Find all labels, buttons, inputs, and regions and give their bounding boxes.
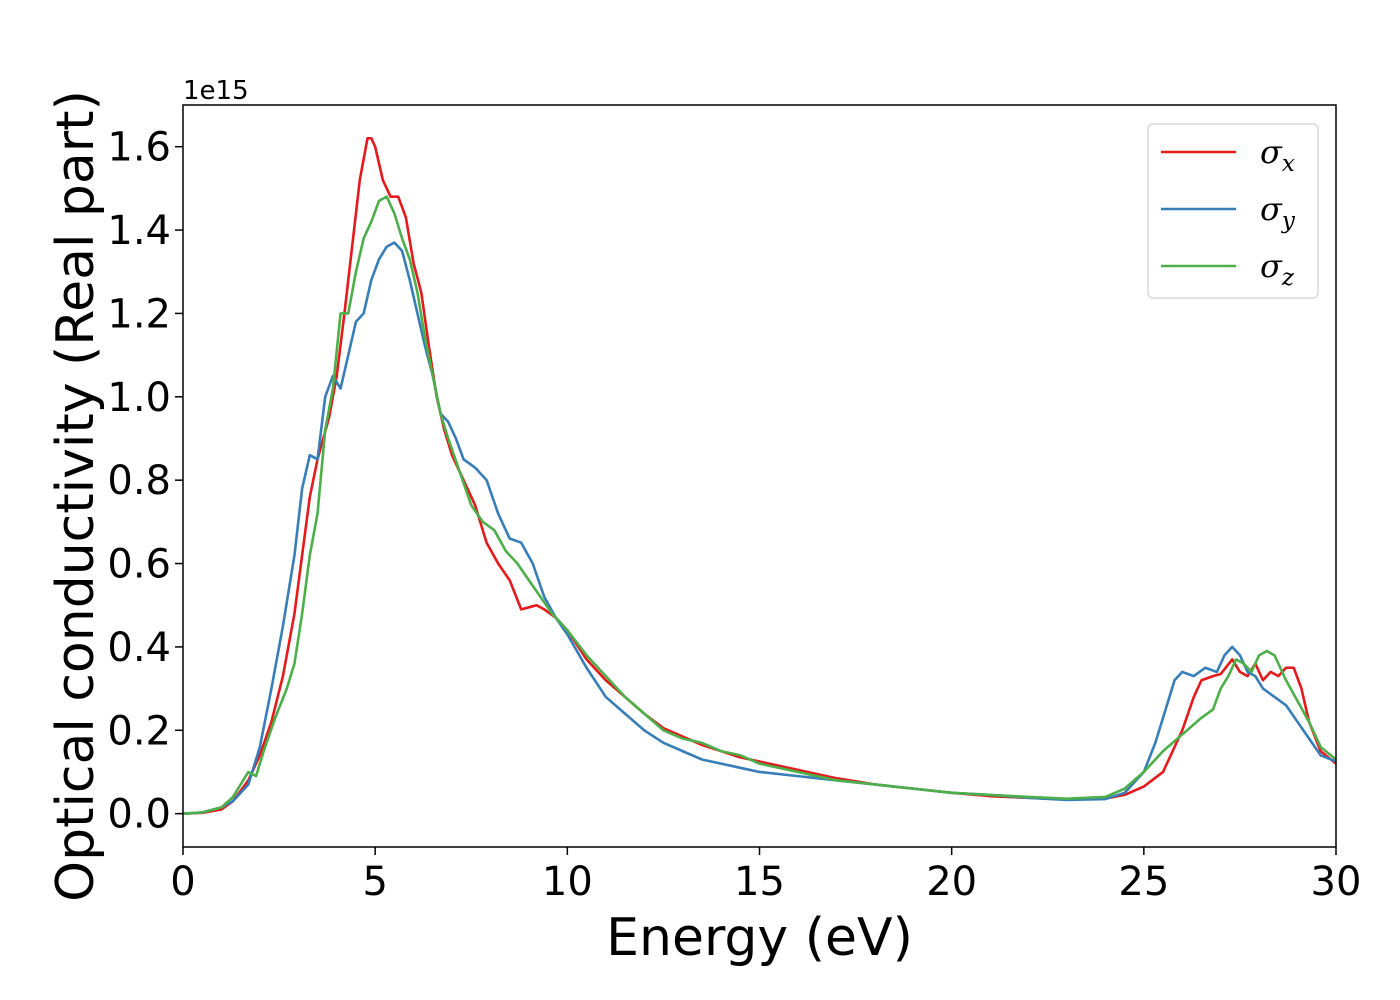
x-tick-label: 15 <box>734 859 785 905</box>
x-tick-label: 5 <box>362 859 387 905</box>
y-tick-label: 1.2 <box>107 291 171 337</box>
x-axis-label: Energy (eV) <box>606 908 913 968</box>
legend-box <box>1147 123 1319 299</box>
y-tick-label: 0.0 <box>107 792 171 838</box>
legend-label-z: σz <box>1260 247 1295 291</box>
x-tick-label: 10 <box>542 859 593 905</box>
x-tick-label: 20 <box>926 859 977 905</box>
series-layer <box>182 137 1337 815</box>
series-line-y <box>182 241 1337 815</box>
y-axis-label: Optical conductivity (Real part) <box>46 90 106 902</box>
legend-label-x: σx <box>1260 133 1295 177</box>
x-axis-ticks: 0 5 10 15 20 25 30 <box>170 847 1361 905</box>
y-offset-text: 1e15 <box>183 76 249 106</box>
legend-symbol: σ <box>1260 133 1283 171</box>
legend-subscript: z <box>1281 265 1295 291</box>
legend-label-y: σy <box>1260 190 1296 234</box>
legend-symbol: σ <box>1260 247 1283 285</box>
y-tick-label: 1.6 <box>107 125 171 171</box>
legend-subscript: y <box>1281 208 1296 234</box>
x-tick-label: 25 <box>1118 859 1169 905</box>
y-tick-label: 0.4 <box>107 625 171 671</box>
y-axis-ticks: 0.0 0.2 0.4 0.6 0.8 1.0 1.2 1.4 1.6 <box>107 125 183 838</box>
series-line-z <box>182 195 1337 815</box>
x-tick-label: 30 <box>1311 859 1362 905</box>
x-tick-label: 0 <box>170 859 195 905</box>
legend-symbol: σ <box>1260 190 1283 228</box>
legend-subscript: x <box>1282 151 1295 177</box>
y-tick-label: 0.2 <box>107 708 171 754</box>
y-tick-label: 1.4 <box>107 208 171 254</box>
y-tick-label: 0.8 <box>107 458 171 504</box>
y-tick-label: 1.0 <box>107 375 171 421</box>
y-tick-label: 0.6 <box>107 542 171 588</box>
